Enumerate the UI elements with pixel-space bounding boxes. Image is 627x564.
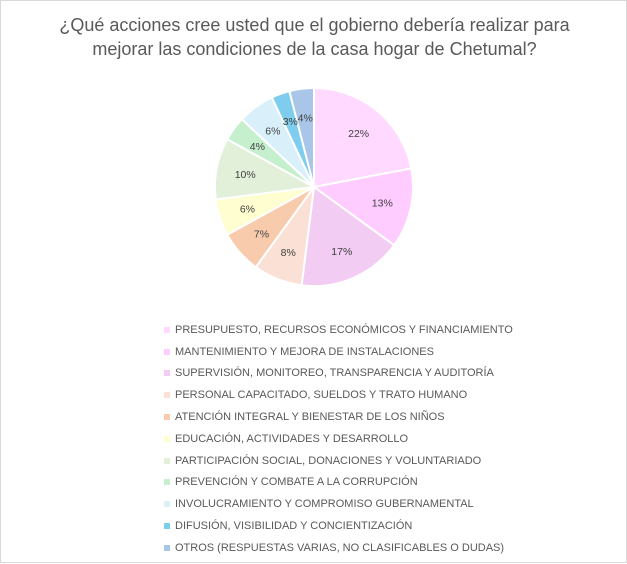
legend-item: MANTENIMIENTO Y MEJORA DE INSTALACIONES (164, 341, 513, 363)
legend-swatch (164, 414, 170, 421)
legend-label: PREVENCIÓN Y COMBATE A LA CORRUPCIÓN (175, 476, 418, 489)
data-label: 3% (283, 116, 298, 128)
data-label: 4% (250, 141, 265, 153)
legend-label: PERSONAL CAPACITADO, SUELDOS Y TRATO HUM… (175, 389, 468, 402)
data-label: 8% (281, 247, 296, 259)
legend-item: PREVENCIÓN Y COMBATE A LA CORRUPCIÓN (164, 472, 513, 494)
legend-item: EDUCACIÓN, ACTIVIDADES Y DESARROLLO (164, 428, 513, 450)
data-label: 6% (265, 125, 280, 137)
chart-title: ¿Qué acciones cree usted que el gobierno… (21, 13, 608, 61)
legend-label: PRESUPUESTO, RECURSOS ECONÓMICOS Y FINAN… (175, 323, 513, 336)
legend-swatch (164, 479, 170, 486)
legend-swatch (164, 544, 170, 551)
legend-swatch (164, 348, 170, 355)
data-label: 7% (254, 228, 269, 240)
data-label: 6% (240, 204, 255, 216)
pie-slices (214, 86, 414, 287)
legend-item: PERSONAL CAPACITADO, SUELDOS Y TRATO HUM… (164, 384, 513, 406)
data-label: 4% (298, 113, 313, 125)
legend-swatch (164, 392, 170, 399)
legend-item: PRESUPUESTO, RECURSOS ECONÓMICOS Y FINAN… (164, 319, 513, 341)
legend-label: PARTICIPACIÓN SOCIAL, DONACIONES Y VOLUN… (175, 454, 482, 467)
pie-data-labels: 22%13%17%8%7%6%10%4%6%3% 4% (235, 113, 393, 260)
legend-swatch (164, 370, 170, 377)
legend-swatch (164, 457, 170, 464)
legend-item: PARTICIPACIÓN SOCIAL, DONACIONES Y VOLUN… (164, 450, 513, 472)
legend-label: MANTENIMIENTO Y MEJORA DE INSTALACIONES (175, 345, 434, 358)
data-label: 13% (372, 197, 393, 209)
legend-label: DIFUSIÓN, VISIBILIDAD Y CONCIENTIZACIÓN (175, 520, 413, 533)
legend-swatch (164, 435, 170, 442)
pie-slice (300, 185, 396, 287)
chart-title-line-2: mejorar las condiciones de la casa hogar… (92, 39, 537, 59)
legend-item: INVOLUCRAMIENTO Y COMPROMISO GUBERNAMENT… (164, 493, 513, 515)
legend-item: SUPERVISIÓN, MONITOREO, TRANSPARENCIA Y … (164, 363, 513, 385)
legend-swatch (164, 501, 170, 508)
pie-slice (311, 167, 414, 247)
legend-label: INVOLUCRAMIENTO Y COMPROMISO GUBERNAMENT… (175, 498, 474, 511)
data-label: 10% (235, 169, 256, 181)
legend-swatch (164, 523, 170, 530)
legend-item: OTROS (RESPUESTAS VARIAS, NO CLASIFICABL… (164, 537, 513, 559)
legend-label: EDUCACIÓN, ACTIVIDADES Y DESARROLLO (175, 432, 409, 445)
legend-label: ATENCIÓN INTEGRAL Y BIENESTAR DE LOS NIÑ… (175, 411, 445, 424)
legend-label: SUPERVISIÓN, MONITOREO, TRANSPARENCIA Y … (175, 367, 494, 380)
legend-label: OTROS (RESPUESTAS VARIAS, NO CLASIFICABL… (175, 541, 505, 554)
data-label: 22% (348, 128, 369, 140)
legend-item: DIFUSIÓN, VISIBILIDAD Y CONCIENTIZACIÓN (164, 515, 513, 537)
legend-swatch (164, 326, 170, 333)
data-label: 17% (331, 246, 352, 258)
chart-legend: PRESUPUESTO, RECURSOS ECONÓMICOS Y FINAN… (164, 319, 513, 559)
pie-slice (313, 86, 413, 189)
legend-item: ATENCIÓN INTEGRAL Y BIENESTAR DE LOS NIÑ… (164, 406, 513, 428)
pie-slice (288, 86, 315, 188)
chart-title-line-1: ¿Qué acciones cree usted que el gobierno… (59, 15, 570, 35)
